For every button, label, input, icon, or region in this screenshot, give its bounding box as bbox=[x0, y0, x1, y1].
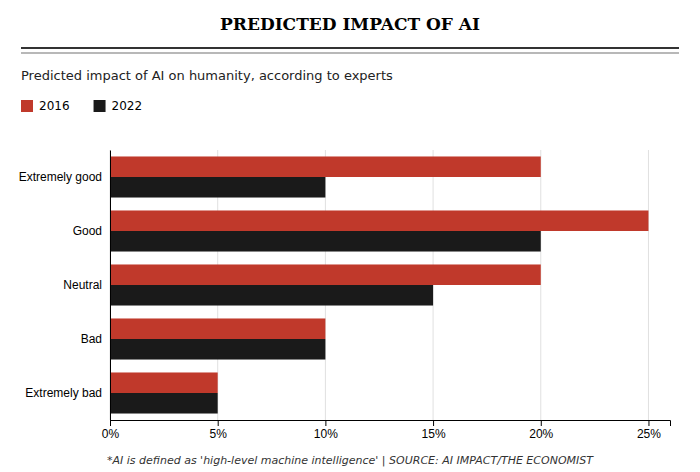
bar bbox=[110, 177, 325, 198]
legend-swatch bbox=[21, 100, 33, 112]
x-tick: 10% bbox=[314, 420, 338, 441]
legend: 2016 2022 bbox=[21, 99, 142, 113]
x-tick-label: 10% bbox=[314, 427, 338, 441]
x-tick-label: 15% bbox=[422, 427, 446, 441]
bar bbox=[110, 318, 325, 339]
subtitle: Predicted impact of AI on humanity, acco… bbox=[21, 68, 393, 83]
title-rule bbox=[21, 53, 679, 54]
x-tick: 20% bbox=[529, 420, 553, 441]
x-tick-label: 5% bbox=[210, 427, 228, 441]
legend-item: 2022 bbox=[94, 99, 143, 113]
x-tick-label: 20% bbox=[529, 427, 553, 441]
title: PREDICTED IMPACT OF AI bbox=[220, 14, 480, 34]
bar bbox=[110, 231, 541, 252]
legend-item: 2016 bbox=[21, 99, 70, 113]
bar bbox=[110, 372, 218, 393]
y-tick: Neutral bbox=[63, 278, 110, 292]
bar bbox=[110, 156, 541, 177]
x-tick-mark bbox=[325, 420, 326, 426]
chart-container: PREDICTED IMPACT OF AI Predicted impact o… bbox=[0, 0, 700, 472]
x-tick-mark bbox=[541, 420, 542, 426]
x-tick-label: 0% bbox=[102, 427, 120, 441]
chart-svg: PREDICTED IMPACT OF AI Predicted impact o… bbox=[0, 0, 700, 472]
bar bbox=[110, 393, 218, 414]
x-axis: 0% 5% 10% 15% 20% 25% bbox=[102, 420, 671, 441]
title-rule bbox=[21, 47, 679, 49]
x-tick: 25% bbox=[637, 420, 661, 441]
y-tick-label: Neutral bbox=[63, 278, 102, 292]
bar bbox=[110, 339, 325, 360]
bar-series bbox=[110, 177, 541, 414]
plot-area: 0% 5% 10% 15% 20% 25% Extremely good Good Neutra… bbox=[19, 150, 671, 441]
y-tick-label: Bad bbox=[81, 332, 102, 346]
x-tick-mark bbox=[433, 420, 434, 426]
y-tick: Good bbox=[73, 224, 110, 238]
bar bbox=[110, 210, 648, 231]
x-tick-mark bbox=[218, 420, 219, 426]
x-tick-mark bbox=[648, 420, 649, 426]
y-tick: Extremely bad bbox=[25, 386, 110, 400]
y-tick: Extremely good bbox=[19, 170, 110, 184]
legend-label: 2016 bbox=[39, 99, 70, 113]
bars bbox=[110, 156, 648, 413]
y-axis: Extremely good Good Neutral Bad Extremely ba… bbox=[19, 151, 111, 421]
y-tick-label: Extremely bad bbox=[25, 386, 102, 400]
footnote: *AI is defined as 'high-level machine in… bbox=[107, 454, 594, 467]
bar-series bbox=[110, 156, 648, 393]
x-axis-line bbox=[111, 421, 671, 427]
x-tick: 5% bbox=[210, 420, 228, 441]
legend-label: 2022 bbox=[112, 99, 143, 113]
bar bbox=[110, 285, 433, 306]
bar bbox=[110, 264, 541, 285]
grid-line bbox=[648, 150, 649, 420]
grid-line bbox=[110, 150, 111, 420]
y-tick-label: Good bbox=[73, 224, 102, 238]
x-tick: 0% bbox=[102, 420, 120, 441]
y-tick-label: Extremely good bbox=[19, 170, 102, 184]
y-axis-line bbox=[110, 151, 111, 421]
x-tick: 15% bbox=[422, 420, 446, 441]
grid bbox=[110, 150, 648, 420]
y-tick: Bad bbox=[81, 332, 110, 346]
legend-swatch bbox=[94, 100, 106, 112]
x-tick-mark bbox=[110, 420, 111, 426]
x-tick-label: 25% bbox=[637, 427, 661, 441]
